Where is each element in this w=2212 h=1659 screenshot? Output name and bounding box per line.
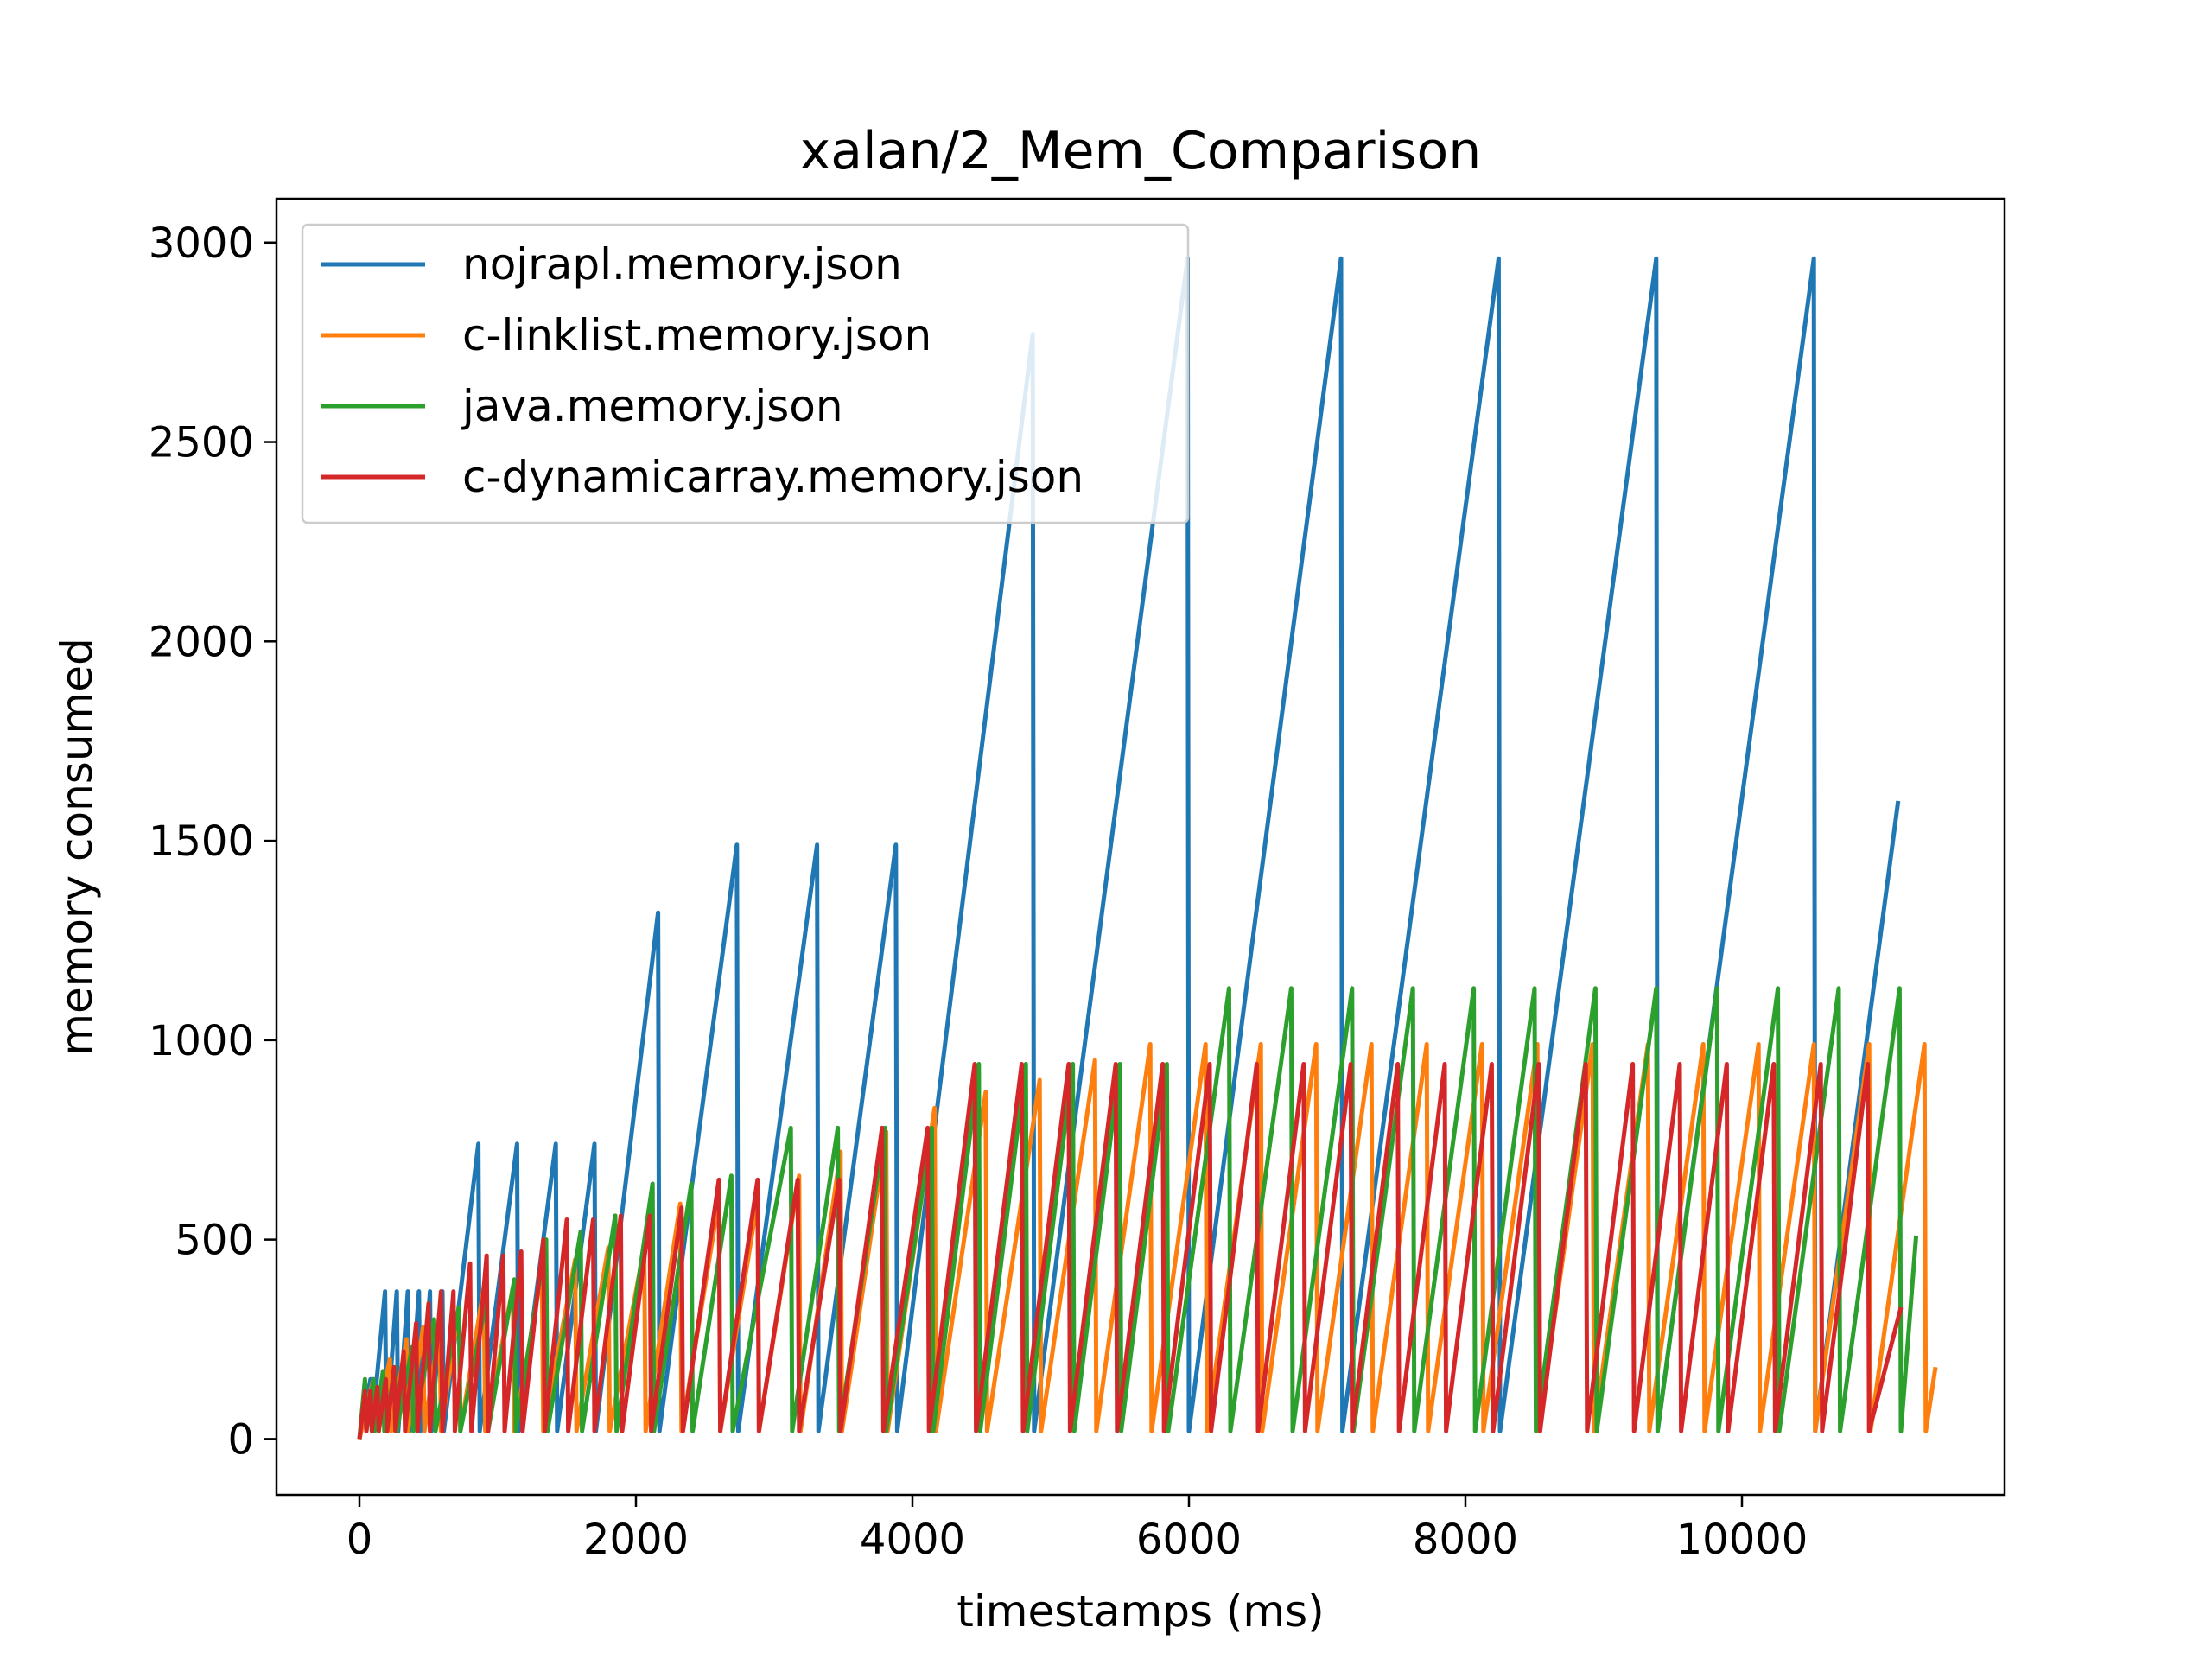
y-tick-label: 1000 xyxy=(149,1017,254,1065)
y-axis-label: memory consumed xyxy=(52,638,102,1056)
series-line-3 xyxy=(357,1062,1904,1440)
legend-box xyxy=(301,223,1190,524)
y-tick-label: 3000 xyxy=(149,219,254,268)
y-axis: 0 500 1000 1500 2000 2500 3000 xyxy=(149,219,276,1464)
plot-frame xyxy=(275,197,2006,1497)
series-layer xyxy=(357,256,1938,1440)
y-tick-label: 2000 xyxy=(149,618,254,666)
x-tick-label: 8000 xyxy=(1413,1516,1518,1564)
legend-label-2: java.memory.json xyxy=(461,381,843,431)
x-tick-label: 4000 xyxy=(860,1516,965,1564)
chart-title: xalan/2_Mem_Comparison xyxy=(800,121,1482,181)
y-tick-label: 1500 xyxy=(149,817,254,866)
y-tick-label: 500 xyxy=(175,1217,254,1265)
x-tick-label: 6000 xyxy=(1136,1516,1242,1564)
legend: nojrapl.memory.json c-linklist.memory.jso… xyxy=(301,223,1190,524)
y-tick-label: 2500 xyxy=(149,419,254,467)
legend-label-3: c-dynamicarray.memory.json xyxy=(462,452,1084,502)
legend-label-0: nojrapl.memory.json xyxy=(462,239,902,289)
x-tick-label: 0 xyxy=(346,1516,373,1564)
x-tick-label: 2000 xyxy=(583,1516,689,1564)
x-axis-label: timestamps (ms) xyxy=(957,1586,1324,1637)
y-tick-label: 0 xyxy=(227,1415,254,1464)
x-tick-label: 10000 xyxy=(1676,1516,1808,1564)
x-axis: 0 2000 4000 6000 8000 10000 xyxy=(346,1495,1808,1564)
legend-label-1: c-linklist.memory.json xyxy=(462,310,931,360)
